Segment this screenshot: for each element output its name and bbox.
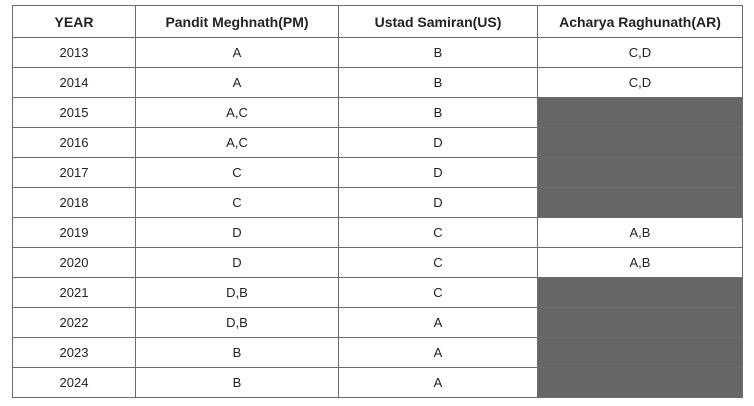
empty-cell [537,277,743,308]
empty-cell [537,307,743,338]
table-cell: C [135,157,339,188]
empty-cell [537,97,743,128]
table-cell: D [135,247,339,278]
table-body: 2013 A B C,D 2014 A B C,D 2015 A,C B 2016 A,C D 2017 C D… [12,37,743,398]
table-row: 2022 D,B A [12,307,743,338]
table-row: 2017 C D [12,157,743,188]
table-cell: A,B [537,247,743,278]
table-cell: C,D [537,37,743,68]
table-cell: D,B [135,277,339,308]
table-cell: C [338,277,538,308]
year-cell: 2019 [12,217,136,248]
header-cell: Ustad Samiran(US) [338,5,538,38]
year-cell: 2021 [12,277,136,308]
table-row: 2019 D C A,B [12,217,743,248]
year-cell: 2018 [12,187,136,218]
table-row: 2024 B A [12,367,743,398]
empty-cell [537,127,743,158]
year-cell: 2014 [12,67,136,98]
table-cell: B [338,37,538,68]
year-cell: 2023 [12,337,136,368]
year-cell: 2015 [12,97,136,128]
table-cell: D [338,157,538,188]
year-cell: 2017 [12,157,136,188]
table-cell: A,C [135,127,339,158]
table-cell: A [338,367,538,398]
table-cell: D [338,127,538,158]
header-row: YEAR Pandit Meghnath(PM) Ustad Samiran(US)… [12,5,743,38]
table-row: 2014 A B C,D [12,67,743,98]
header-cell: YEAR [12,5,136,38]
table-cell: C,D [537,67,743,98]
table-cell: D [135,217,339,248]
schedule-table: YEAR Pandit Meghnath(PM) Ustad Samiran(US)… [12,5,743,398]
table-cell: A [338,337,538,368]
year-cell: 2024 [12,367,136,398]
header-cell: Pandit Meghnath(PM) [135,5,339,38]
table-row: 2018 C D [12,187,743,218]
table-cell: C [135,187,339,218]
table-row: 2023 B A [12,337,743,368]
table-row: 2013 A B C,D [12,37,743,68]
empty-cell [537,337,743,368]
table-row: 2016 A,C D [12,127,743,158]
table-cell: A [338,307,538,338]
table-cell: B [338,97,538,128]
table-row: 2015 A,C B [12,97,743,128]
table-cell: B [135,337,339,368]
year-cell: 2022 [12,307,136,338]
table-cell: B [338,67,538,98]
empty-cell [537,157,743,188]
table-cell: A,B [537,217,743,248]
table-cell: A [135,67,339,98]
year-cell: 2020 [12,247,136,278]
table-cell: A,C [135,97,339,128]
table-row: 2021 D,B C [12,277,743,308]
table-cell: C [338,247,538,278]
table-cell: D [338,187,538,218]
table-cell: A [135,37,339,68]
table-cell: B [135,367,339,398]
year-cell: 2013 [12,37,136,68]
table-row: 2020 D C A,B [12,247,743,278]
header-cell: Acharya Raghunath(AR) [537,5,743,38]
empty-cell [537,187,743,218]
year-cell: 2016 [12,127,136,158]
empty-cell [537,367,743,398]
table-cell: C [338,217,538,248]
table-cell: D,B [135,307,339,338]
